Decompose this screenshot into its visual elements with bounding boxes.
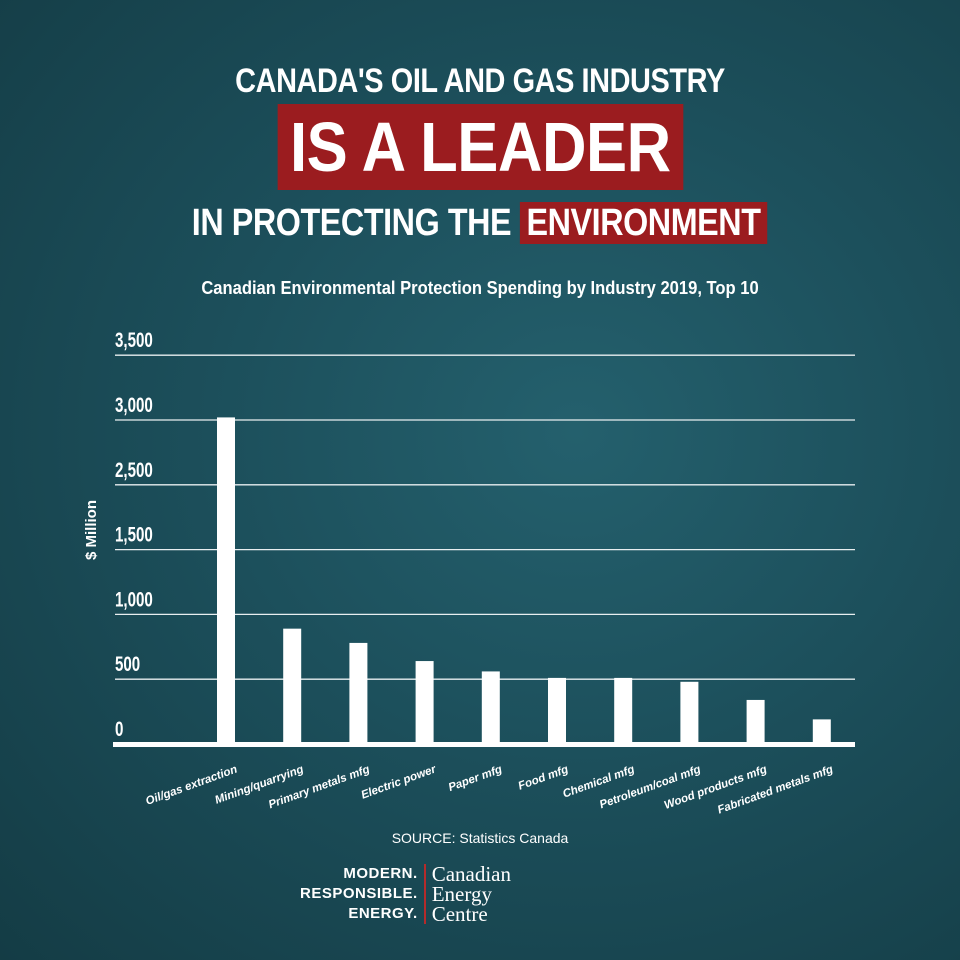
x-tick-label: Paper mfg <box>447 764 504 795</box>
logo-tagline: RESPONSIBLE. <box>300 885 418 902</box>
logo-tagline: ENERGY. <box>348 905 418 922</box>
logo-name: Canadian <box>431 862 511 886</box>
headline-line-2: IS A LEADER <box>277 104 683 190</box>
y-tick-label: 1,000 <box>115 587 153 611</box>
source-note: SOURCE: Statistics Canada <box>391 830 569 846</box>
bar <box>217 417 235 744</box>
bar <box>812 719 831 744</box>
x-axis-line <box>113 742 855 747</box>
bar <box>746 699 765 744</box>
bar <box>614 677 633 744</box>
y-tick-label: 3,000 <box>115 392 153 416</box>
logo-name: Centre <box>431 902 488 926</box>
y-tick-label: 3,500 <box>115 328 153 352</box>
headline-line-3: IN PROTECTING THE <box>192 202 512 244</box>
logo-name: Energy <box>431 882 492 906</box>
logo-tagline: MODERN. <box>343 865 418 882</box>
y-axis-label: $ Million <box>83 500 100 560</box>
headline-line-1: CANADA'S OIL AND GAS INDUSTRY <box>235 62 725 100</box>
y-tick-label: 2,500 <box>115 457 153 481</box>
x-tick-label: Electric power <box>360 763 438 801</box>
bar <box>349 642 368 744</box>
x-tick-label: Fabricated metals mfg <box>716 764 835 817</box>
bar <box>548 677 566 744</box>
headline-highlight: ENVIRONMENT <box>520 202 768 244</box>
y-tick-label: 1,500 <box>115 522 153 546</box>
y-tick-label: 500 <box>115 652 140 676</box>
logo: MODERN. RESPONSIBLE. ENERGY. Canadian En… <box>300 862 511 926</box>
bar <box>415 661 434 744</box>
bar <box>680 681 699 744</box>
chart-title: Canadian Environmental Protection Spendi… <box>201 278 759 298</box>
bar <box>481 671 500 744</box>
y-tick-label: 0 <box>115 716 123 740</box>
bar <box>283 628 302 744</box>
